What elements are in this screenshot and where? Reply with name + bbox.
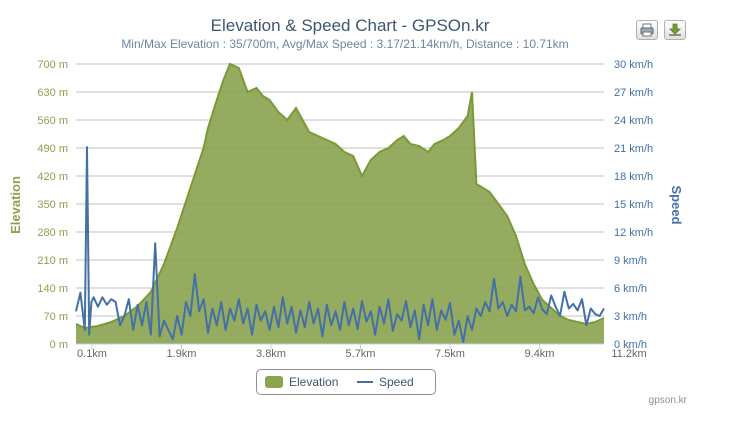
y-left-tick-label: 490 m bbox=[37, 143, 68, 155]
y-left-tick-label: 210 m bbox=[37, 255, 68, 267]
chart-subtitle: Min/Max Elevation : 35/700m, Avg/Max Spe… bbox=[121, 37, 569, 51]
download-icon bbox=[669, 23, 681, 36]
legend: Elevation Speed bbox=[256, 369, 436, 395]
y-right-tick-label: 3 km/h bbox=[614, 311, 647, 323]
y-right-tick-label: 12 km/h bbox=[614, 227, 653, 239]
elevation-series bbox=[75, 62, 605, 344]
y-left-tick-label: 630 m bbox=[37, 87, 68, 99]
export-button[interactable] bbox=[664, 20, 686, 40]
credits-link[interactable]: gpson.kr bbox=[648, 395, 687, 406]
y-right-tick-label: 21 km/h bbox=[614, 143, 653, 155]
y-left-tick-label: 70 m bbox=[44, 311, 68, 323]
y-left-tick-label: 0 m bbox=[50, 339, 68, 351]
y-left-tick-label: 140 m bbox=[37, 283, 68, 295]
y-right-tick-label: 6 km/h bbox=[614, 283, 647, 295]
x-tick-label: 11.2km bbox=[611, 348, 646, 360]
y-right-tick-label: 18 km/h bbox=[614, 171, 653, 183]
y-right-tick-label: 30 km/h bbox=[614, 59, 653, 71]
axes: 0 m 70 m 140 m 210 m 280 m 350 m 420 m 490 m 560… bbox=[37, 59, 653, 360]
x-tick-label: 0.1km bbox=[77, 348, 107, 360]
y-left-tick-label: 700 m bbox=[37, 59, 68, 71]
legend-item-speed[interactable]: Speed bbox=[379, 375, 414, 389]
y-right-tick-label: 15 km/h bbox=[614, 199, 653, 211]
y-axis-left-title: Elevation bbox=[8, 176, 23, 234]
y-right-tick-label: 24 km/h bbox=[614, 115, 653, 127]
y-right-tick-label: 0 km/h bbox=[614, 339, 647, 351]
x-tick-label: 7.5km bbox=[435, 348, 465, 360]
elevation-area bbox=[76, 64, 604, 344]
y-left-tick-label: 350 m bbox=[37, 199, 68, 211]
legend-elevation-swatch bbox=[265, 376, 283, 388]
y-right-tick-label: 9 km/h bbox=[614, 255, 647, 267]
printer-icon bbox=[640, 23, 654, 37]
print-button[interactable] bbox=[636, 20, 658, 40]
y-axis-right-title: Speed bbox=[669, 185, 684, 224]
x-tick-label: 5.7km bbox=[346, 348, 376, 360]
speed-series bbox=[75, 146, 605, 344]
chart-title: Elevation & Speed Chart - GPSOn.kr bbox=[210, 16, 490, 35]
x-tick-label: 9.4km bbox=[525, 348, 555, 360]
y-right-tick-label: 27 km/h bbox=[614, 87, 653, 99]
y-left-tick-label: 560 m bbox=[37, 115, 68, 127]
y-left-tick-label: 420 m bbox=[37, 171, 68, 183]
speed-line bbox=[75, 146, 605, 344]
legend-item-elevation[interactable]: Elevation bbox=[289, 375, 339, 389]
elevation-line bbox=[75, 62, 605, 330]
legend-speed-swatch bbox=[357, 381, 373, 383]
x-tick-label: 3.8km bbox=[256, 348, 286, 360]
x-tick-label: 1.9km bbox=[167, 348, 197, 360]
y-left-tick-label: 280 m bbox=[37, 227, 68, 239]
